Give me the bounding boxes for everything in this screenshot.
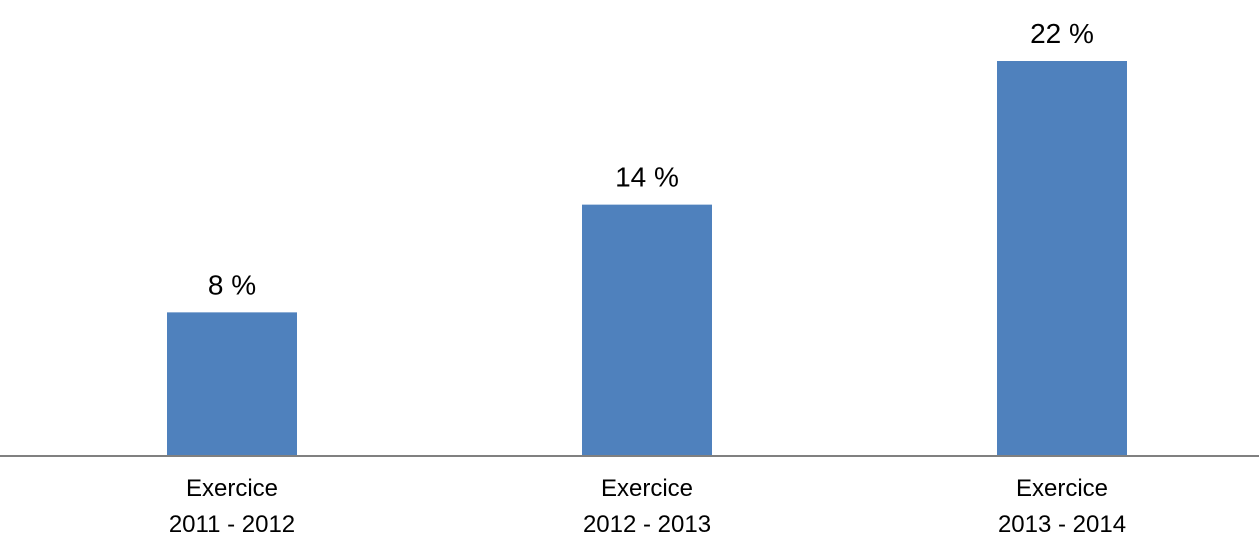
x-tick-label-1-line-1: Exercice <box>186 475 278 502</box>
bar-2 <box>582 204 712 456</box>
x-tick-labels-group: Exercice 2011 - 2012 Exercice 2012 - 2013 Ex… <box>169 475 1126 536</box>
x-tick-label-2-line-2: 2012 - 2013 <box>583 511 711 536</box>
data-label-2: 14 % <box>615 162 679 193</box>
data-label-3: 22 % <box>1030 18 1094 49</box>
x-tick-label-1-line-2: 2011 - 2012 <box>169 511 295 536</box>
x-tick-label-2-line-1: Exercice <box>601 475 693 502</box>
bars-group <box>167 61 1127 456</box>
x-tick-label-3-line-1: Exercice <box>1016 475 1108 502</box>
bar-1 <box>167 312 297 456</box>
data-labels-group: 8 % 14 % 22 % <box>208 18 1094 300</box>
data-label-1: 8 % <box>208 269 256 300</box>
x-tick-label-3-line-2: 2013 - 2014 <box>998 511 1126 536</box>
bar-3 <box>997 61 1127 456</box>
